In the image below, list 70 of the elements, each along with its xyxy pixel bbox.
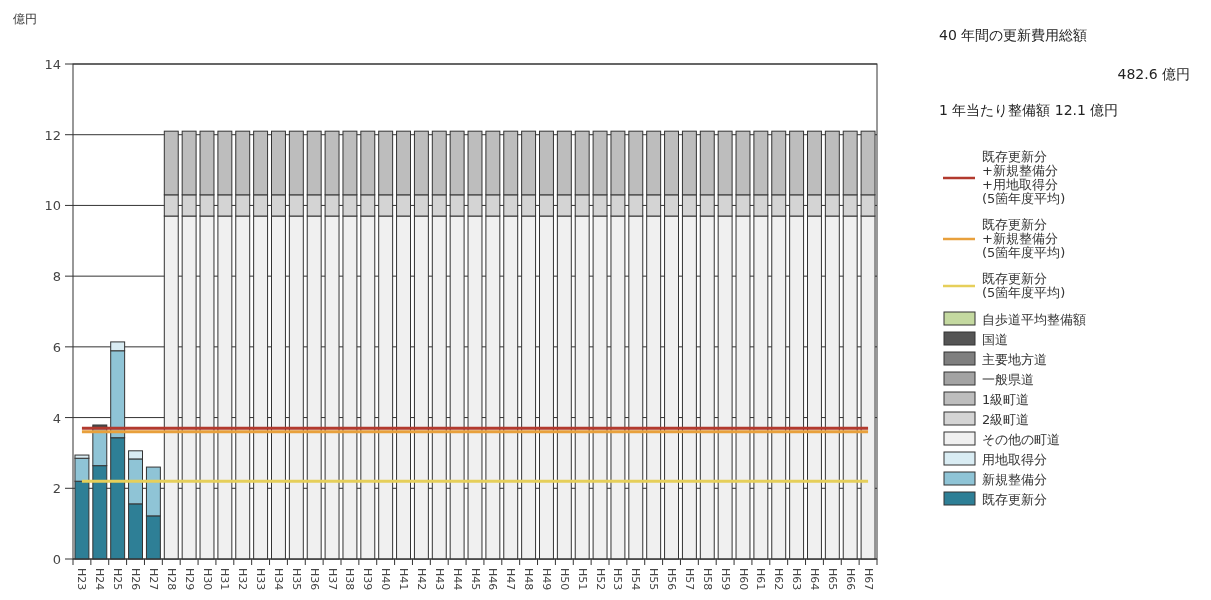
x-tick-label: H40 bbox=[379, 568, 393, 591]
x-tick-label: H41 bbox=[397, 568, 411, 591]
x-tick-label: H65 bbox=[825, 568, 839, 591]
x-tick-label: H36 bbox=[307, 568, 321, 591]
y-tick-label: 8 bbox=[52, 269, 61, 285]
legend-label: 一般県道 bbox=[982, 372, 1034, 387]
x-tick-label: H23 bbox=[75, 568, 89, 591]
x-tick-label: H46 bbox=[486, 568, 500, 591]
x-tick-label: H42 bbox=[414, 568, 428, 591]
x-tick-label: H27 bbox=[146, 568, 160, 591]
x-tick-label: H62 bbox=[772, 568, 786, 591]
x-tick-label: H43 bbox=[432, 568, 446, 591]
legend-label: 国道 bbox=[982, 332, 1008, 347]
x-tick-label: H50 bbox=[557, 568, 571, 591]
x-tick-label: H28 bbox=[164, 568, 178, 591]
text: 40 年間の更新費用総額 bbox=[939, 27, 1088, 43]
x-tick-label: H60 bbox=[736, 568, 750, 591]
y-tick-label: 12 bbox=[44, 127, 61, 143]
x-tick-label: H52 bbox=[593, 568, 607, 591]
legend-label: 既存更新分 +新規整備分 (5箇年度平均) bbox=[982, 217, 1066, 260]
legend-label: 新規整備分 bbox=[982, 472, 1047, 487]
x-tick-label: H56 bbox=[665, 568, 679, 591]
y-tick-label: 4 bbox=[52, 410, 61, 426]
x-tick-label: H47 bbox=[504, 568, 518, 591]
x-tick-label: H58 bbox=[700, 568, 714, 591]
legend-label: 用地取得分 bbox=[982, 452, 1047, 467]
legend-label: 自歩道平均整備額 bbox=[982, 312, 1086, 327]
x-tick-label: H51 bbox=[575, 568, 589, 591]
y-axis-title: 億円 bbox=[13, 12, 37, 26]
x-tick-label: H64 bbox=[807, 568, 821, 591]
x-tick-label: H57 bbox=[682, 568, 696, 591]
x-tick-label: H37 bbox=[325, 568, 339, 591]
text: 482.6 億円 bbox=[1117, 66, 1190, 82]
x-tick-label: H34 bbox=[271, 568, 285, 591]
x-tick-label: H59 bbox=[718, 568, 732, 591]
x-tick-label: H55 bbox=[647, 568, 661, 591]
x-tick-label: H61 bbox=[754, 568, 768, 591]
legend-label: その他の町道 bbox=[982, 432, 1060, 447]
legend-label: 既存更新分 +新規整備分 +用地取得分 (5箇年度平均) bbox=[982, 149, 1066, 206]
x-tick-label: H24 bbox=[93, 568, 107, 591]
legend-label: 既存更新分 (5箇年度平均) bbox=[982, 271, 1066, 300]
x-tick-label: H35 bbox=[289, 568, 303, 591]
x-tick-label: H67 bbox=[861, 568, 875, 591]
y-tick-label: 2 bbox=[52, 481, 61, 497]
legend-label: 1級町道 bbox=[982, 392, 1030, 407]
legend-label: 主要地方道 bbox=[982, 352, 1047, 367]
y-tick-label: 14 bbox=[44, 57, 61, 72]
x-tick-label: H53 bbox=[611, 568, 625, 591]
x-tick-label: H32 bbox=[236, 568, 250, 591]
x-tick-label: H66 bbox=[843, 568, 857, 591]
legend-label: 既存更新分 bbox=[982, 492, 1047, 507]
x-tick-label: H33 bbox=[254, 568, 268, 591]
x-tick-label: H31 bbox=[218, 568, 232, 591]
y-tick-label: 0 bbox=[52, 552, 61, 567]
x-tick-label: H54 bbox=[629, 568, 643, 591]
text: 1 年当たり整備額 12.1 億円 bbox=[939, 102, 1119, 118]
x-tick-label: H49 bbox=[539, 568, 553, 591]
x-tick-label: H38 bbox=[343, 568, 357, 591]
y-tick-label: 10 bbox=[44, 198, 61, 214]
x-tick-label: H48 bbox=[522, 568, 536, 591]
x-tick-label: H45 bbox=[468, 568, 482, 591]
x-tick-label: H63 bbox=[790, 568, 804, 591]
x-tick-label: H44 bbox=[450, 568, 464, 591]
x-tick-label: H26 bbox=[129, 568, 143, 591]
legend-label: 2級町道 bbox=[982, 412, 1030, 427]
x-tick-label: H25 bbox=[111, 568, 125, 591]
x-tick-label: H39 bbox=[361, 568, 375, 591]
y-tick-label: 6 bbox=[52, 339, 61, 355]
x-tick-label: H29 bbox=[182, 568, 196, 591]
x-tick-label: H30 bbox=[200, 568, 214, 591]
